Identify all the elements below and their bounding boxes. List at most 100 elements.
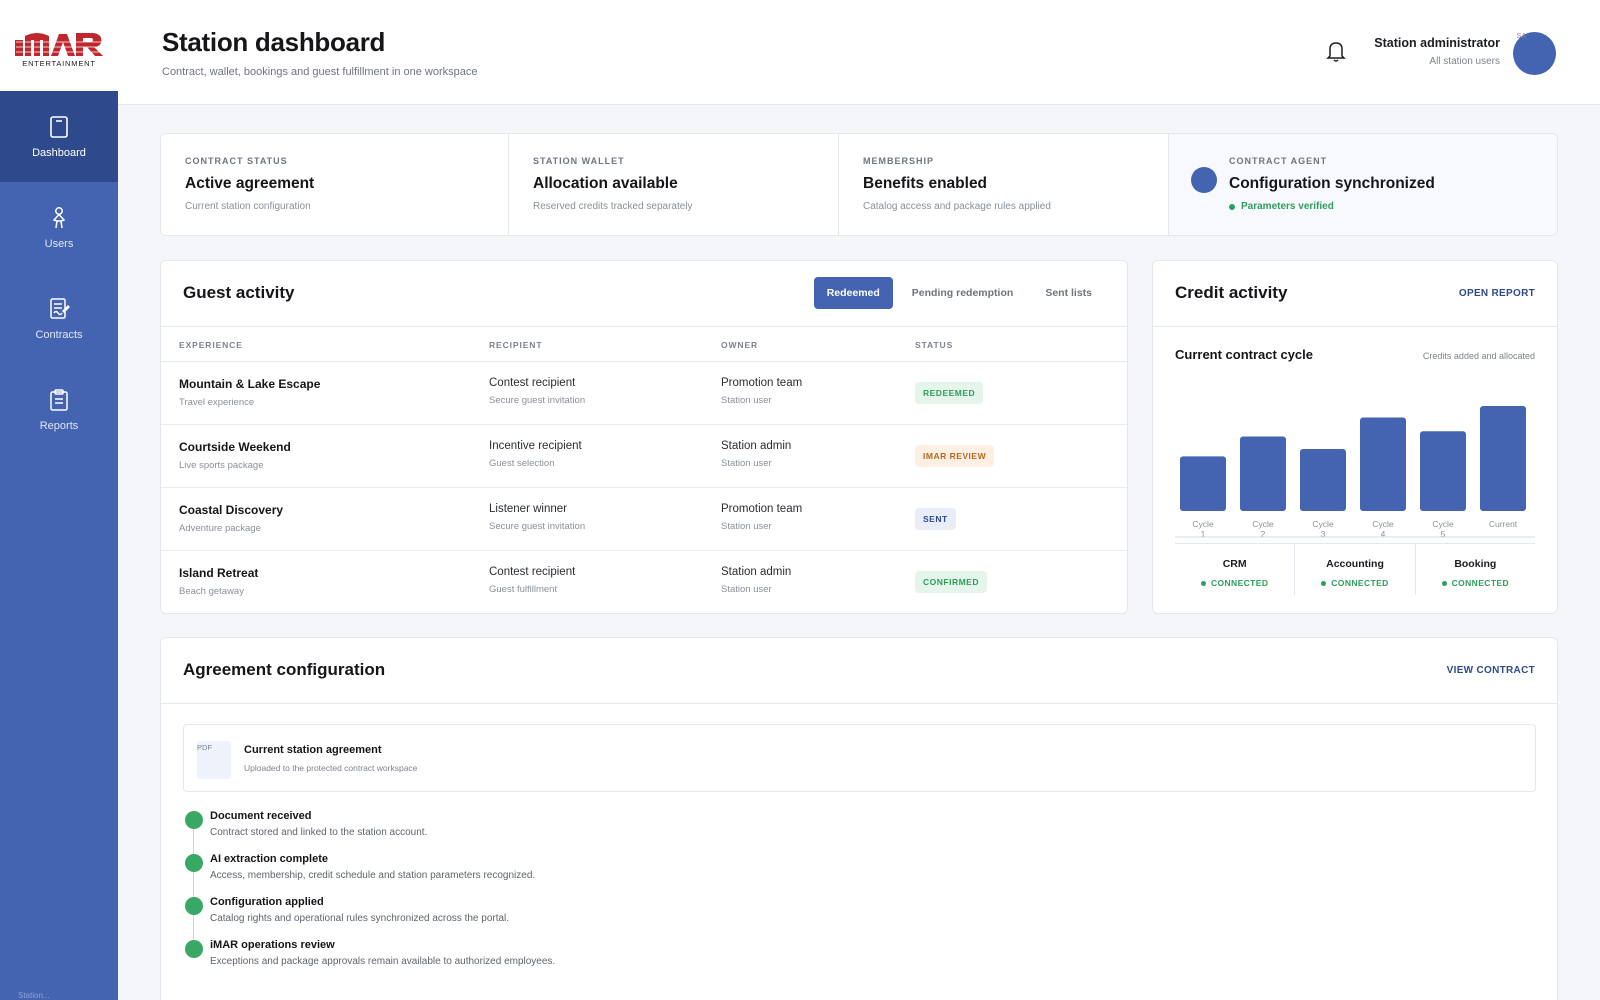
recipient-cell: Incentive recipient Guest selection	[489, 440, 582, 469]
guest-activity-header: Guest activity Redeemed Pending redempti…	[161, 261, 1127, 327]
recipient-name: Listener winner	[489, 503, 567, 515]
pdf-file-icon: PDF	[197, 741, 231, 779]
table-row[interactable]: Courtside Weekend Live sports package In…	[161, 425, 1127, 488]
column-header-owner[interactable]: OWNER	[721, 340, 759, 350]
timeline-step: iMAR operations review Exceptions and pa…	[185, 939, 555, 982]
guest-activity-title: Guest activity	[183, 283, 295, 302]
recipient-name: Contest recipient	[489, 566, 576, 578]
agent-avatar-icon	[1191, 167, 1217, 193]
owner-cell: Station admin Station user	[721, 440, 791, 469]
experience-type: Live sports package	[179, 460, 264, 471]
integration-name: Booking	[1454, 558, 1497, 570]
document-title: Current station agreement	[244, 744, 382, 756]
status-dot-icon	[1441, 580, 1447, 586]
integration-status: CONNECTED	[1295, 578, 1414, 588]
status-dot-icon	[1229, 203, 1235, 210]
chart-bar[interactable]	[1300, 449, 1346, 511]
integration-crm[interactable]: CRM CONNECTED	[1175, 544, 1296, 595]
integration-accounting[interactable]: Accounting CONNECTED	[1295, 544, 1416, 595]
experience-name: Courtside Weekend	[179, 440, 291, 454]
chart-note: Credits added and allocated	[1422, 351, 1535, 361]
chart-bar[interactable]	[1360, 417, 1406, 511]
experience-name: Coastal Discovery	[179, 503, 284, 517]
chart-title: Current contract cycle	[1175, 347, 1313, 362]
view-contract-link[interactable]: VIEW CONTRACT	[1446, 665, 1535, 676]
chart-bar[interactable]	[1420, 431, 1466, 511]
integrations-row: CRM CONNECTED Accounting CONNECTED Booki…	[1175, 543, 1535, 595]
recipient-detail: Secure guest invitation	[489, 521, 586, 532]
chart-bar[interactable]	[1480, 406, 1526, 511]
chart-bar[interactable]	[1240, 436, 1286, 511]
sidebar-item-reports[interactable]: Reports	[0, 364, 118, 455]
user-name[interactable]: Station administrator	[1374, 36, 1500, 50]
logo[interactable]: ENTERTAINMENT	[0, 0, 118, 91]
agreement-timeline: Document received Contract stored and li…	[185, 810, 555, 982]
contract-status-desc: Current station configuration	[185, 201, 311, 212]
timeline-step: Configuration applied Catalog rights and…	[185, 896, 555, 939]
chart-tick-label: Cycle 4	[1372, 519, 1394, 539]
page-title: Station dashboard	[162, 27, 386, 57]
contract-status-eyebrow: CONTRACT STATUS	[185, 156, 288, 166]
integration-booking[interactable]: Booking CONNECTED	[1416, 544, 1535, 595]
owner-name: Promotion team	[721, 377, 803, 389]
sidebar-item-label: Contracts	[35, 328, 83, 341]
sidebar-item-contracts[interactable]: Contracts	[0, 273, 118, 364]
integration-name: CRM	[1222, 558, 1247, 570]
status-badge: SENT	[915, 508, 956, 530]
chart-tick-label: Cycle 5	[1432, 519, 1454, 539]
avatar-initials: SA	[1516, 33, 1526, 40]
timeline-step: AI extraction complete Access, membershi…	[185, 853, 555, 896]
step-title: AI extraction complete	[210, 853, 328, 865]
table-row[interactable]: Coastal Discovery Adventure package List…	[161, 488, 1127, 551]
column-header-recipient[interactable]: RECIPIENT	[489, 340, 543, 350]
open-report-link[interactable]: OPEN REPORT	[1458, 288, 1535, 299]
agreement-title: Agreement configuration	[183, 660, 386, 679]
chart-tick-label: Cycle 2	[1252, 519, 1274, 539]
experience-type: Beach getaway	[179, 586, 244, 597]
integration-status-label: CONNECTED	[1451, 578, 1510, 588]
tab-redeemed[interactable]: Redeemed	[813, 277, 893, 309]
chart-bar[interactable]	[1180, 456, 1226, 511]
station-wallet-eyebrow: STATION WALLET	[533, 156, 625, 166]
contract-agent-eyebrow: CONTRACT AGENT	[1229, 156, 1328, 166]
step-complete-icon	[185, 897, 203, 915]
recipient-name: Incentive recipient	[489, 440, 582, 452]
tab-pending-redemption[interactable]: Pending redemption	[911, 287, 1014, 299]
notification-bell-icon[interactable]	[1326, 40, 1346, 62]
experience-name: Mountain & Lake Escape	[179, 377, 321, 391]
status-badge: CONFIRMED	[915, 571, 987, 593]
column-header-experience[interactable]: EXPERIENCE	[179, 340, 243, 350]
recipient-cell: Listener winner Secure guest invitation	[489, 503, 585, 532]
timeline-connector	[193, 820, 194, 946]
table-row[interactable]: Mountain & Lake Escape Travel experience…	[161, 362, 1127, 425]
station-wallet-title: Allocation available	[533, 175, 678, 192]
guest-activity-tabs: Redeemed Pending redemption Sent lists	[813, 277, 1105, 309]
sidebar-item-dashboard[interactable]: Dashboard	[0, 91, 118, 182]
agreement-document[interactable]: PDF Current station agreement Uploaded t…	[183, 724, 1536, 792]
integration-name: Accounting	[1326, 558, 1384, 570]
experience-cell: Courtside Weekend Live sports package	[179, 440, 291, 471]
sidebar-item-users[interactable]: Users	[0, 182, 118, 273]
tab-sent-lists[interactable]: Sent lists	[1045, 287, 1092, 299]
table-row[interactable]: Island Retreat Beach getaway Contest rec…	[161, 551, 1127, 613]
chart-tick-label: Cycle 1	[1192, 519, 1214, 539]
contract-icon	[50, 297, 70, 319]
membership-eyebrow: MEMBERSHIP	[863, 156, 935, 166]
experience-type: Adventure package	[179, 523, 261, 534]
integration-status-label: CONNECTED	[1210, 578, 1269, 588]
sidebar: ENTERTAINMENT Dashboard Users Contracts	[0, 0, 118, 1000]
status-badge: REDEEMED	[915, 382, 984, 404]
credit-activity-card: Credit activity OPEN REPORT Current cont…	[1152, 260, 1558, 614]
experience-type: Travel experience	[179, 397, 255, 408]
avatar[interactable]	[1513, 32, 1556, 75]
column-header-status[interactable]: STATUS	[915, 340, 954, 350]
clipboard-icon	[50, 388, 68, 411]
contract-agent-title: Configuration synchronized	[1229, 175, 1435, 192]
user-role: All station users	[1429, 56, 1500, 67]
step-complete-icon	[185, 854, 203, 872]
owner-cell: Promotion team Station user	[721, 503, 802, 532]
verified-status: Parameters verified	[1229, 201, 1533, 212]
sidebar-item-label: Dashboard	[32, 146, 86, 159]
integration-status: CONNECTED	[1175, 578, 1294, 588]
owner-name: Station admin	[721, 566, 792, 578]
